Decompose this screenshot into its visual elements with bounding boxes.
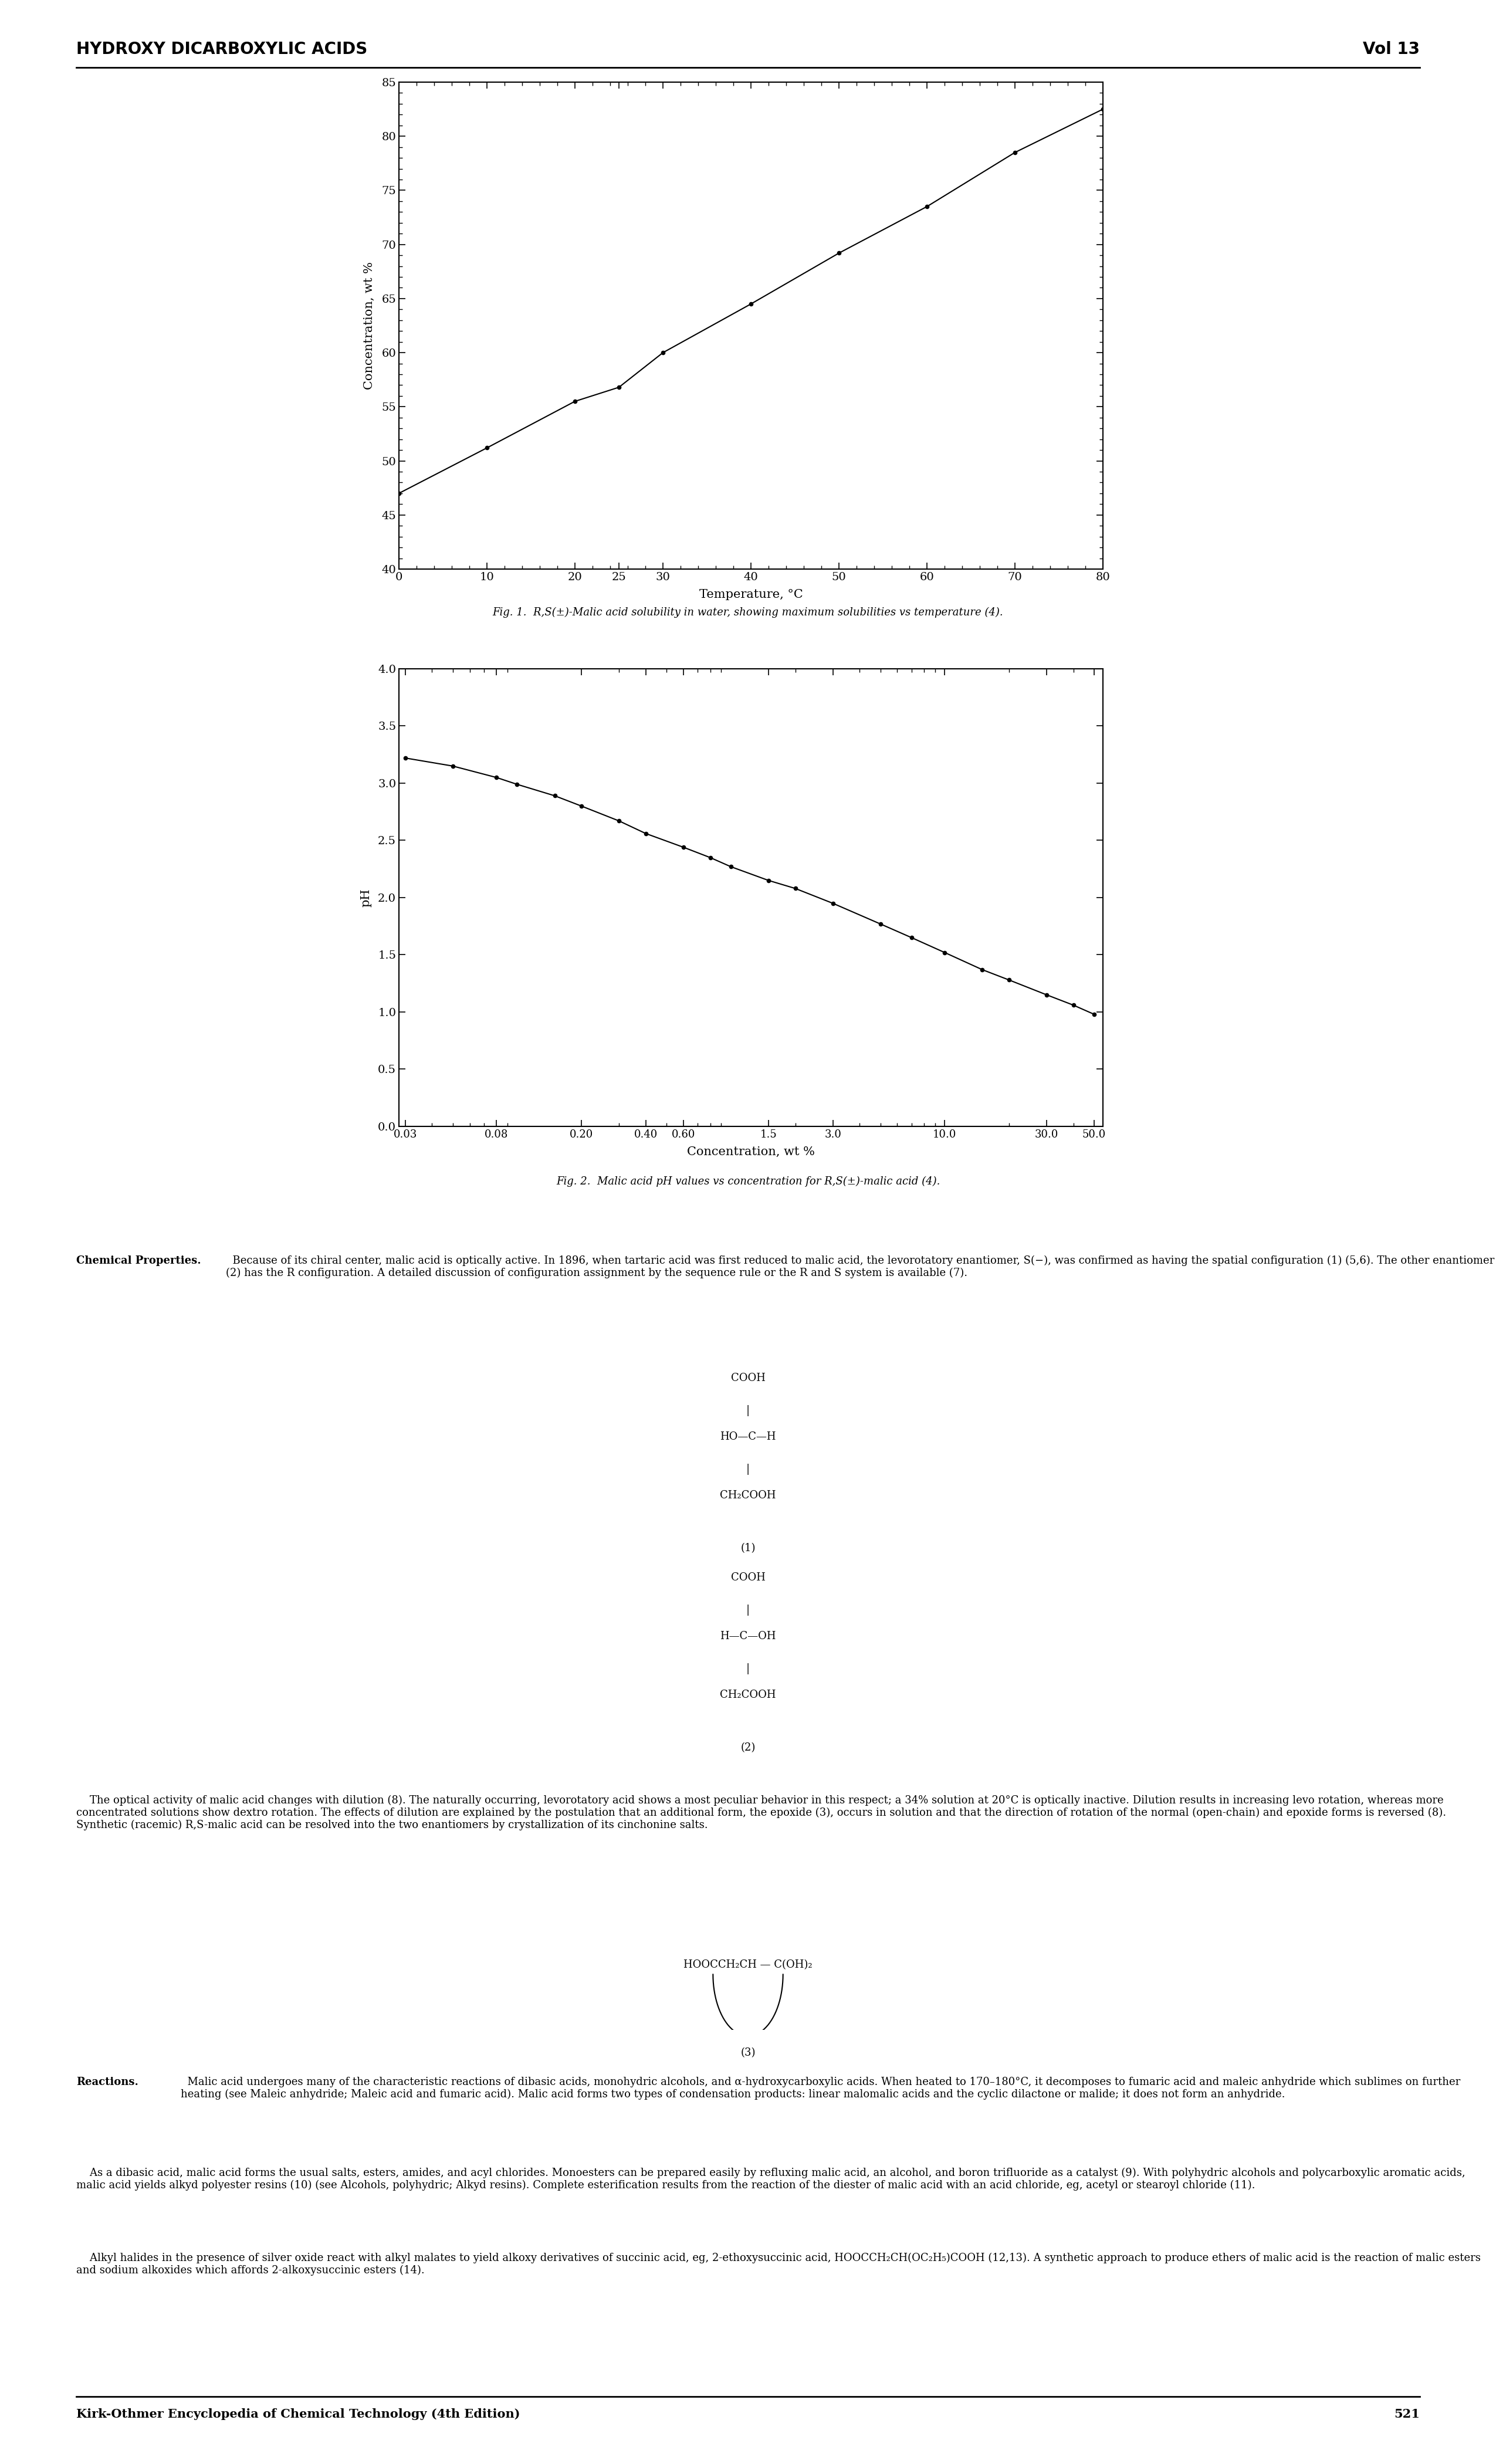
Text: HYDROXY DICARBOXYLIC ACIDS: HYDROXY DICARBOXYLIC ACIDS bbox=[76, 42, 368, 57]
Text: Kirk-Othmer Encyclopedia of Chemical Technology (4th Edition): Kirk-Othmer Encyclopedia of Chemical Tec… bbox=[76, 2407, 521, 2420]
Text: |: | bbox=[747, 1604, 749, 1616]
Text: CH₂COOH: CH₂COOH bbox=[720, 1491, 776, 1501]
Text: COOH: COOH bbox=[730, 1372, 766, 1382]
Text: Alkyl halides in the presence of silver oxide react with alkyl malates to yield : Alkyl halides in the presence of silver … bbox=[76, 2252, 1481, 2277]
Text: HOOCCH₂CH — C(OH)₂: HOOCCH₂CH — C(OH)₂ bbox=[684, 1959, 812, 1971]
Text: Chemical Properties.: Chemical Properties. bbox=[76, 1257, 200, 1266]
Text: Reactions.: Reactions. bbox=[76, 2077, 138, 2087]
Text: COOH: COOH bbox=[730, 1572, 766, 1582]
Y-axis label: pH: pH bbox=[361, 890, 371, 907]
Text: CH₂COOH: CH₂COOH bbox=[720, 1690, 776, 1700]
Y-axis label: Concentration, wt %: Concentration, wt % bbox=[364, 261, 375, 389]
Text: 521: 521 bbox=[1394, 2407, 1420, 2420]
Text: HO—C—H: HO—C—H bbox=[720, 1432, 776, 1441]
Text: |: | bbox=[747, 1404, 749, 1417]
X-axis label: Concentration, wt %: Concentration, wt % bbox=[687, 1146, 815, 1158]
Text: H—C—OH: H—C—OH bbox=[720, 1631, 776, 1641]
Text: |: | bbox=[747, 1663, 749, 1676]
Text: Vol 13: Vol 13 bbox=[1363, 42, 1420, 57]
Text: As a dibasic acid, malic acid forms the usual salts, esters, amides, and acyl ch: As a dibasic acid, malic acid forms the … bbox=[76, 2168, 1465, 2190]
X-axis label: Temperature, °C: Temperature, °C bbox=[699, 589, 803, 601]
Text: (2): (2) bbox=[741, 1742, 755, 1752]
Text: Fig. 1.  R,S(±)-Malic acid solubility in water, showing maximum solubilities vs : Fig. 1. R,S(±)-Malic acid solubility in … bbox=[492, 606, 1004, 618]
Text: |: | bbox=[747, 1464, 749, 1476]
Text: Malic acid undergoes many of the characteristic reactions of dibasic acids, mono: Malic acid undergoes many of the charact… bbox=[181, 2077, 1460, 2099]
Text: (3): (3) bbox=[741, 2048, 755, 2057]
Text: The optical activity of malic acid changes with dilution (8). The naturally occu: The optical activity of malic acid chang… bbox=[76, 1796, 1447, 1831]
Text: (1): (1) bbox=[741, 1542, 755, 1552]
Text: Because of its chiral center, malic acid is optically active. In 1896, when tart: Because of its chiral center, malic acid… bbox=[226, 1257, 1495, 1279]
Text: Fig. 2.  Malic acid pH values vs concentration for R,S(±)-malic acid (4).: Fig. 2. Malic acid pH values vs concentr… bbox=[557, 1175, 939, 1188]
